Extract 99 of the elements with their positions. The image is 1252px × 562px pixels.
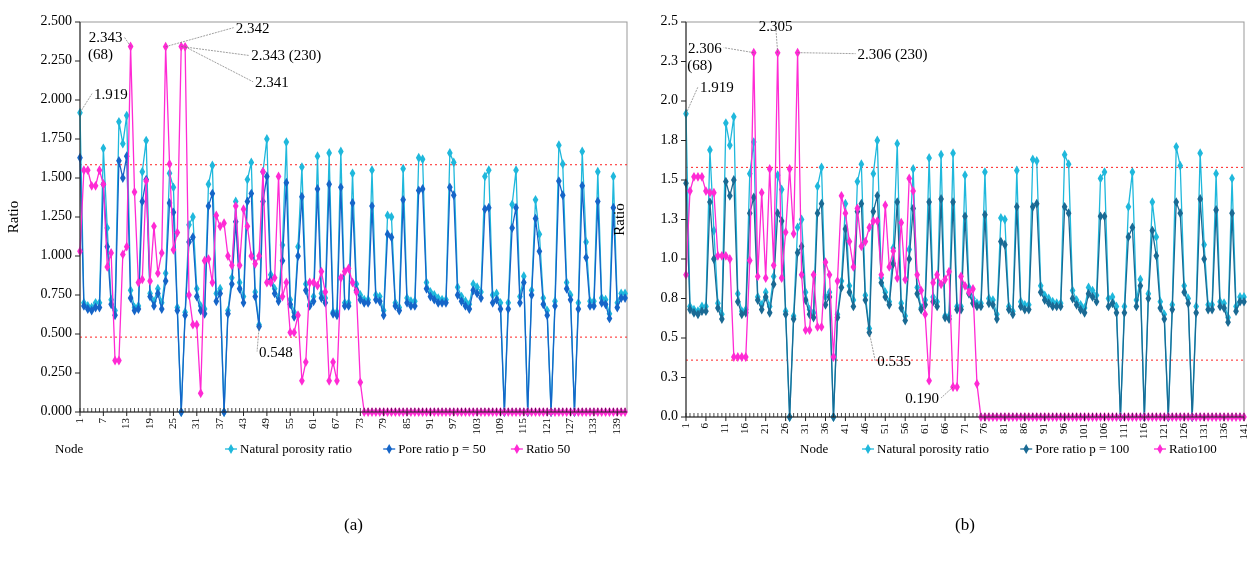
x-tick-label: 13 xyxy=(119,417,132,429)
x-tick-label: 7 xyxy=(95,417,108,424)
y-tick-label: 1.0 xyxy=(660,250,678,266)
x-tick-label: 1 xyxy=(678,423,691,429)
x-tick-label: 37 xyxy=(212,417,225,429)
x-tick-label: 25 xyxy=(165,417,178,429)
annotation: 0.535 xyxy=(877,353,912,370)
x-tick-label: 131 xyxy=(1196,423,1209,440)
x-tick-label: 121 xyxy=(1156,423,1169,440)
text: (a) xyxy=(344,515,363,534)
y-axis-title: Ratio xyxy=(5,200,21,234)
x-tick-label: 61 xyxy=(306,418,319,429)
x-tick-label: 41 xyxy=(837,423,850,434)
x-tick-label: 73 xyxy=(352,417,365,429)
x-tick-label: 109 xyxy=(493,417,505,435)
annotation: 2.343 (230) xyxy=(251,47,322,65)
annotation: 2.305 xyxy=(758,17,793,34)
x-tick-label: 103 xyxy=(469,417,482,435)
x-axis-title: Node xyxy=(55,441,84,456)
x-tick-label: 46 xyxy=(857,422,870,434)
x-tick-label: 61 xyxy=(917,423,930,434)
x-tick-label: 126 xyxy=(1176,422,1189,440)
x-tick-label: 31 xyxy=(798,423,811,434)
x-tick-label: 76 xyxy=(977,422,990,434)
x-tick-label: 86 xyxy=(1017,422,1030,434)
x-tick-label: 96 xyxy=(1057,422,1070,434)
x-tick-label: 67 xyxy=(329,417,342,429)
y-tick-label: 2.250 xyxy=(40,52,72,68)
y-tick-label: 2.500 xyxy=(40,13,72,29)
x-tick-label: 49 xyxy=(259,417,272,429)
annotation: 2.343 (68) xyxy=(88,29,123,64)
y-tick-label: 1.5 xyxy=(660,171,678,187)
y-tick-label: 2.5 xyxy=(660,13,678,29)
annotation: 0.548 xyxy=(259,343,293,360)
y-tick-label: 0.8 xyxy=(660,289,678,305)
y-tick-label: 2.3 xyxy=(660,52,678,68)
legend-label: Pore ratio p = 50 xyxy=(398,441,486,456)
x-tick-label: 55 xyxy=(282,417,295,429)
x-tick-label: 141 xyxy=(1236,423,1249,440)
y-tick-label: 0.250 xyxy=(40,364,72,380)
x-tick-label: 101 xyxy=(1077,423,1090,440)
legend-label: Natural porosity ratio xyxy=(240,441,352,456)
x-axis-title: Node xyxy=(800,441,829,456)
y-tick-label: 1.750 xyxy=(40,130,72,146)
x-tick-label: 91 xyxy=(1037,423,1050,434)
legend-label: Ratio100 xyxy=(1169,441,1217,456)
y-tick-label: 1.500 xyxy=(40,169,72,185)
x-tick-label: 71 xyxy=(957,423,970,434)
y-tick-label: 0.000 xyxy=(40,403,72,419)
x-tick-label: 1 xyxy=(72,418,85,424)
y-tick-label: 1.250 xyxy=(40,208,72,224)
x-tick-label: 115 xyxy=(516,417,529,435)
y-tick-label: 1.000 xyxy=(40,247,72,263)
y-tick-label: 2.000 xyxy=(40,91,72,107)
x-tick-label: 106 xyxy=(1097,422,1110,440)
x-tick-label: 26 xyxy=(778,422,791,434)
x-tick-label: 11 xyxy=(718,423,731,434)
x-tick-label: 36 xyxy=(818,422,831,434)
x-tick-label: 21 xyxy=(758,423,771,434)
y-tick-label: 0.0 xyxy=(660,408,678,424)
y-tick-label: 0.3 xyxy=(660,368,678,384)
x-tick-label: 51 xyxy=(877,423,890,434)
text: (b) xyxy=(955,515,975,534)
x-tick-label: 133 xyxy=(586,417,599,435)
x-tick-label: 116 xyxy=(1136,422,1149,440)
annotation: 0.190 xyxy=(905,389,940,406)
y-tick-label: 0.5 xyxy=(660,329,678,345)
x-tick-label: 85 xyxy=(399,417,412,429)
x-tick-label: 139 xyxy=(609,417,622,435)
x-tick-label: 19 xyxy=(142,417,155,429)
y-axis-title: Ratio xyxy=(611,203,627,236)
annotation: 2.341 xyxy=(255,73,289,90)
x-tick-label: 81 xyxy=(997,423,1010,434)
x-tick-label: 31 xyxy=(189,418,202,429)
x-tick-label: 127 xyxy=(563,417,576,435)
x-tick-label: 91 xyxy=(422,418,435,429)
x-tick-label: 16 xyxy=(738,422,751,434)
y-tick-label: 2.0 xyxy=(660,92,678,108)
legend-label: Natural porosity ratio xyxy=(877,441,989,456)
y-tick-label: 1.3 xyxy=(660,210,678,226)
y-tick-label: 1.8 xyxy=(660,131,678,147)
annotation: 2.306 (68) xyxy=(687,39,723,74)
annotation: 2.306 (230) xyxy=(857,45,928,63)
x-tick-label: 79 xyxy=(376,417,389,429)
x-tick-label: 56 xyxy=(897,422,910,434)
y-tick-label: 0.750 xyxy=(40,286,72,302)
annotation: 2.342 xyxy=(235,19,270,36)
x-tick-label: 43 xyxy=(236,417,249,429)
y-tick-label: 0.500 xyxy=(40,325,72,341)
annotation: 1.919 xyxy=(700,78,734,95)
x-tick-label: 66 xyxy=(937,422,950,434)
x-tick-label: 121 xyxy=(539,418,552,435)
x-tick-label: 6 xyxy=(698,422,711,429)
x-tick-label: 111 xyxy=(1116,423,1129,439)
annotation: 1.919 xyxy=(94,85,128,102)
legend-label: Ratio 50 xyxy=(525,441,571,456)
legend-label: Pore ratio p = 100 xyxy=(1035,441,1130,456)
x-tick-label: 97 xyxy=(446,417,459,429)
x-tick-label: 136 xyxy=(1216,422,1229,440)
